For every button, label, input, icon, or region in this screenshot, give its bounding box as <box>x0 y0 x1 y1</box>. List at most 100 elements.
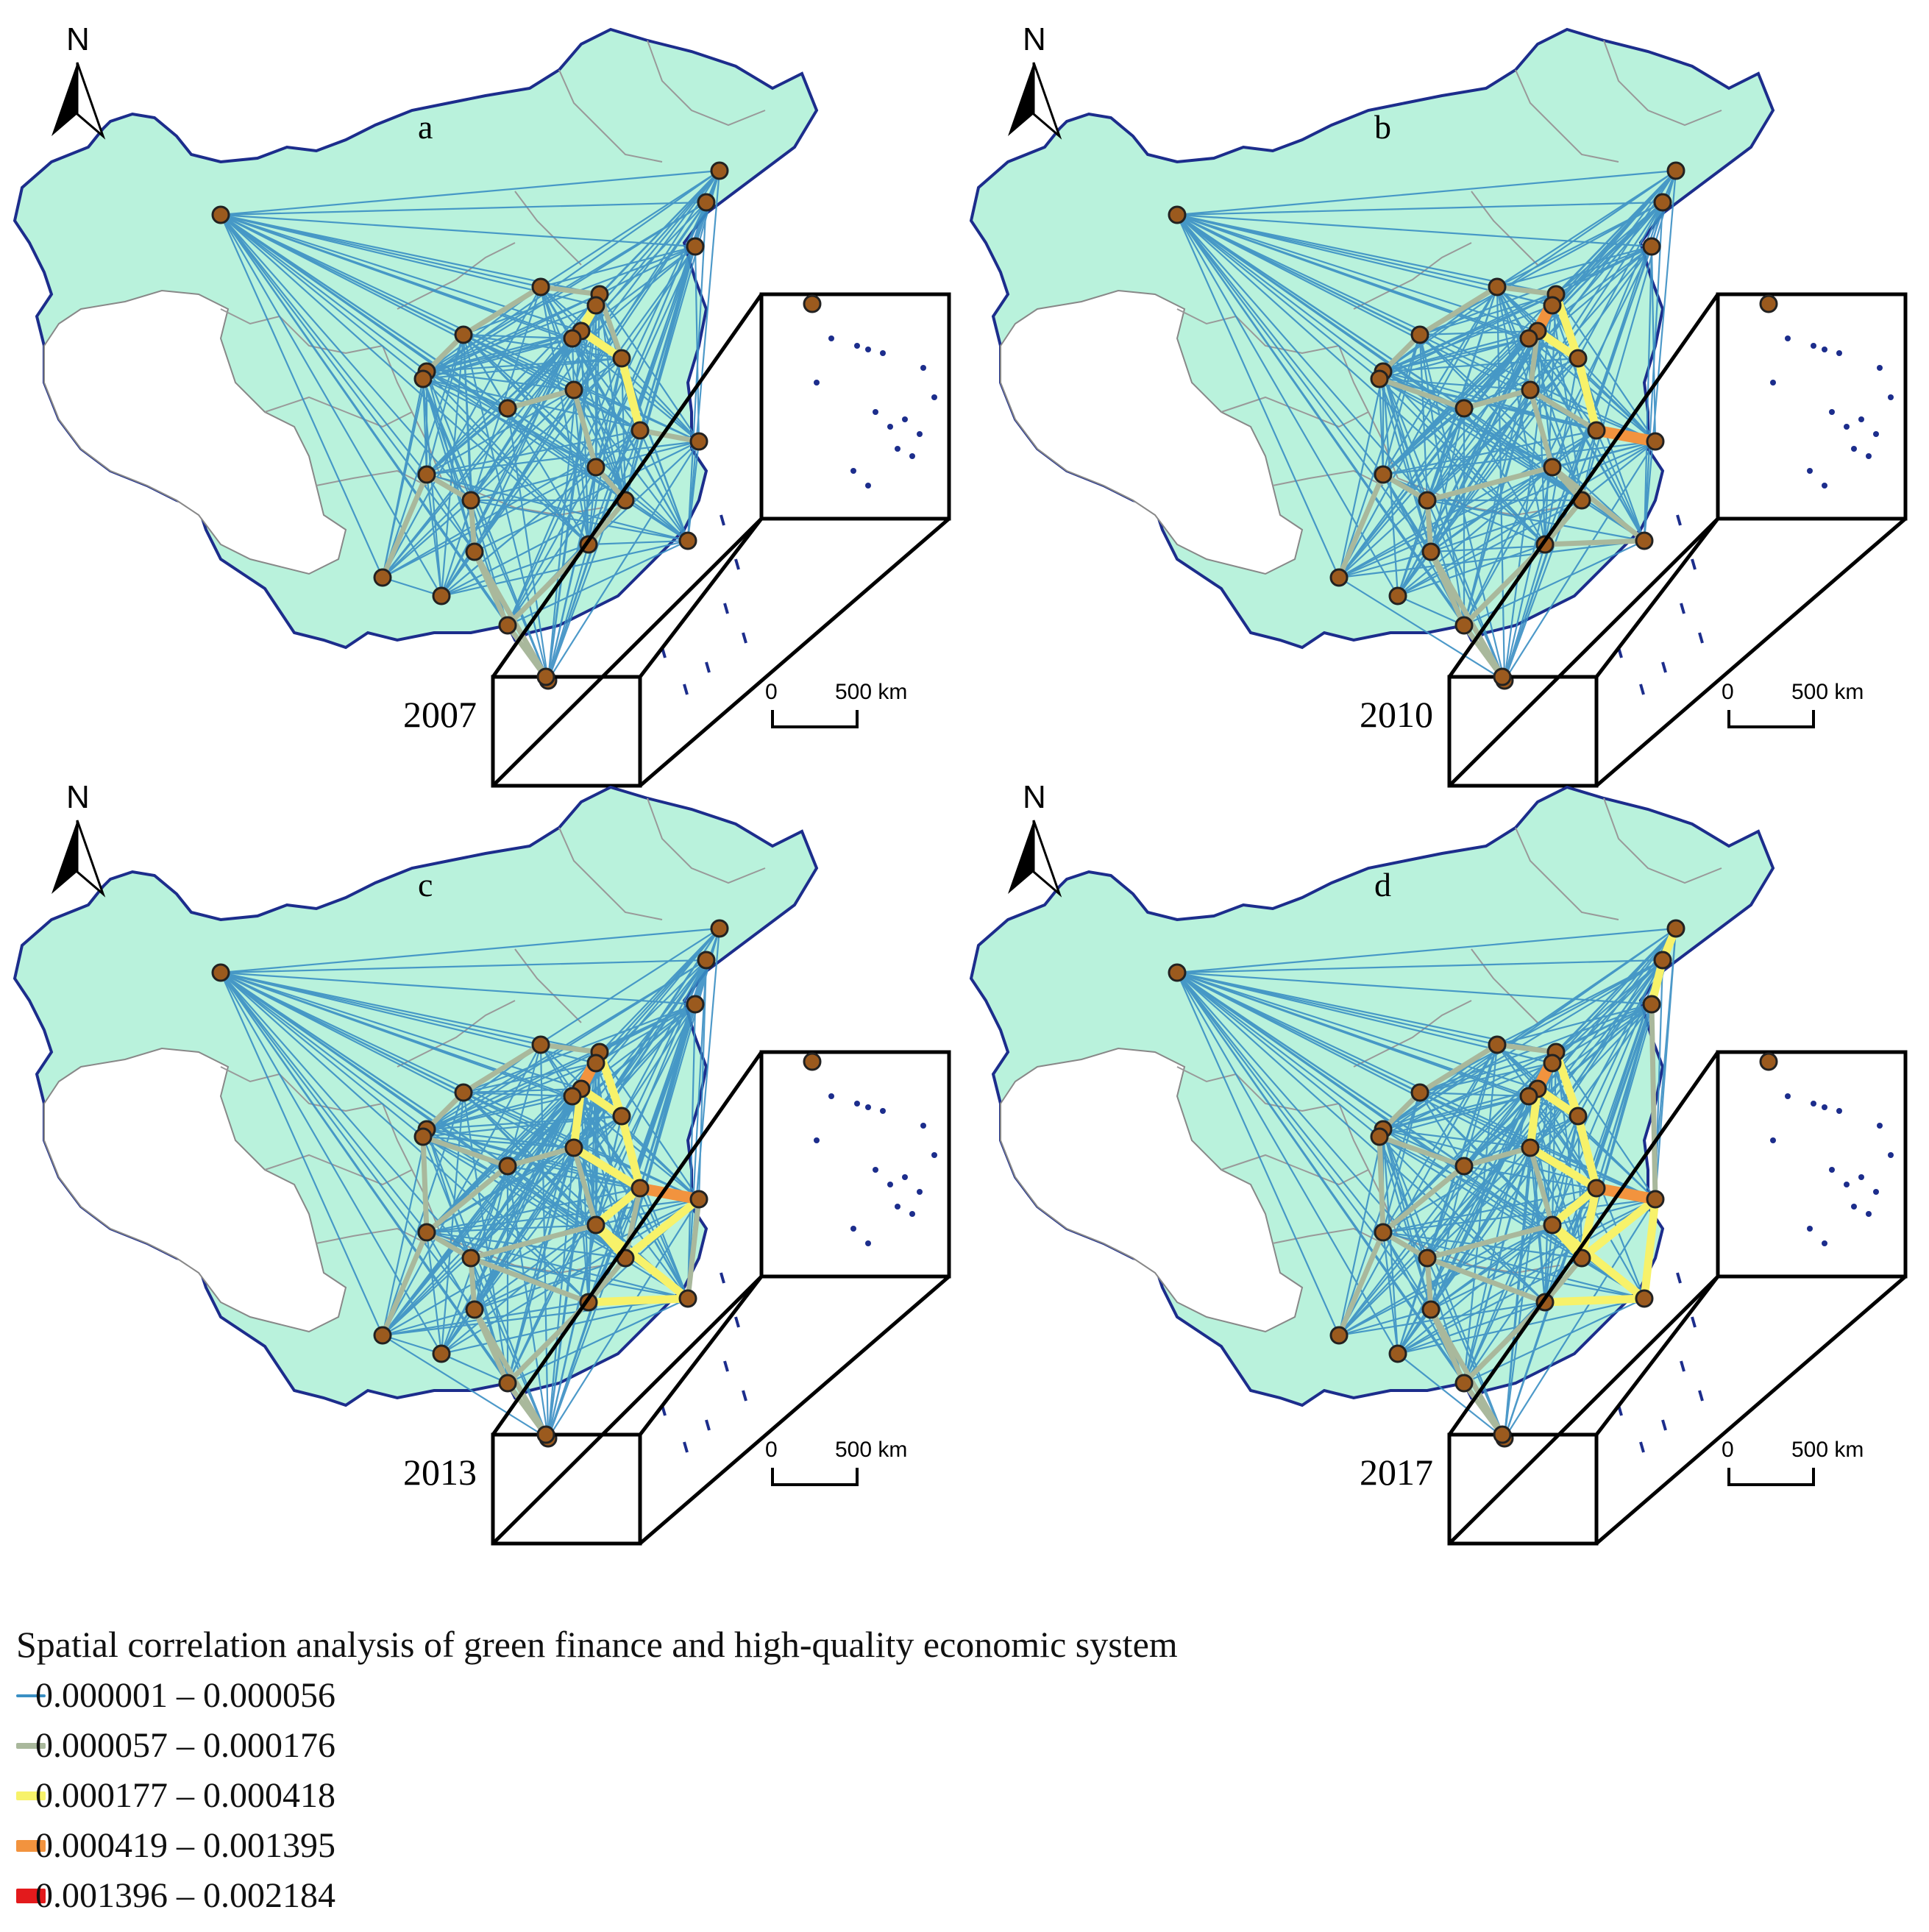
inset-islands <box>1770 1093 1894 1246</box>
inset-source-box <box>1447 675 1599 788</box>
province-node <box>1329 1326 1349 1345</box>
legend-label: 0.000177 – 0.000418 <box>35 1776 335 1815</box>
province-boundary <box>264 396 413 428</box>
network-link-class-1 <box>1382 304 1553 373</box>
inset-perspective-line <box>1595 1275 1719 1436</box>
island-mark <box>683 1441 689 1453</box>
scale-bar: 0 500 km <box>1722 1438 1864 1486</box>
inset-source-box <box>491 1432 642 1546</box>
network-link-class-1 <box>441 543 589 597</box>
network-link-class-4 <box>1591 425 1661 447</box>
island-dot <box>814 380 820 386</box>
province-node <box>1642 995 1661 1014</box>
map-panel-a: Na 2007 0 500 km <box>13 21 951 788</box>
island-dot <box>873 409 878 415</box>
province-node <box>498 616 517 635</box>
network-link-class-1 <box>1430 430 1597 553</box>
province-boundary <box>1515 827 1619 920</box>
scale-bar-distance: 500 km <box>1791 1438 1864 1462</box>
network-link-class-1 <box>547 1198 700 1439</box>
network-link-class-1 <box>426 429 641 476</box>
map-panel-b: Nb 2010 0 500 km <box>969 21 1908 788</box>
province-boundary <box>514 948 582 1023</box>
network-link-class-3 <box>621 1195 703 1262</box>
network-link-class-1 <box>382 389 575 578</box>
province-node <box>1543 458 1562 477</box>
network-link-class-1 <box>1537 1088 1656 1200</box>
network-link-class-1 <box>1426 1257 1506 1439</box>
network-link-class-1 <box>220 214 427 372</box>
network-link-class-1 <box>572 1095 641 1189</box>
network-link-class-1 <box>1580 170 1677 501</box>
network-link-class-1 <box>426 928 720 1233</box>
network-link-class-1 <box>506 358 623 626</box>
province-node <box>498 1157 517 1176</box>
network-link-class-1 <box>1176 927 1677 974</box>
north-arrow-left-half <box>51 63 77 136</box>
network-link-class-1 <box>1430 499 1582 553</box>
network-link-class-1 <box>1379 1136 1645 1299</box>
island-mark <box>1639 683 1645 695</box>
network-link-class-1 <box>382 1088 582 1336</box>
network-link-class-1 <box>1397 466 1553 597</box>
legend: Spatial correlation analysis of green fi… <box>16 1622 1488 1921</box>
province-node <box>211 205 230 224</box>
network-link-class-2 <box>420 1134 430 1235</box>
network-link-class-1 <box>1338 1187 1597 1336</box>
network-link-class-1 <box>426 304 597 373</box>
network-link-class-1 <box>1176 214 1428 501</box>
network-link-class-3 <box>1541 1294 1649 1307</box>
network-link-class-1 <box>441 466 597 597</box>
province-node <box>710 919 729 938</box>
network-link-class-1 <box>580 330 700 442</box>
network-link-class-1 <box>1176 972 1531 1148</box>
network-link-class-1 <box>1176 214 1380 380</box>
island-dot <box>1785 335 1791 341</box>
tibet-no-data-area <box>1000 289 1304 575</box>
island-dot <box>854 343 860 349</box>
network-link-class-2 <box>505 1145 577 1169</box>
network-link-class-4 <box>634 1182 705 1205</box>
map-panel-c: Nc 2013 0 500 km <box>13 779 951 1546</box>
island-dot <box>909 453 915 459</box>
network-link-class-1 <box>1577 358 1656 442</box>
island-dot <box>1858 1174 1864 1180</box>
legend-title: Spatial correlation analysis of green fi… <box>16 1624 1178 1665</box>
island-dot <box>1877 1123 1883 1129</box>
network-link-class-1 <box>220 971 573 1098</box>
island-mark <box>1676 1272 1682 1284</box>
network-link-class-1 <box>220 971 696 1006</box>
network-link-class-1 <box>1176 213 1498 288</box>
network-link-class-1 <box>697 959 708 1200</box>
panel-year-label: 2010 <box>1360 694 1433 735</box>
province-node <box>1653 951 1672 970</box>
panel-letter: a <box>418 108 433 146</box>
network-link-class-1 <box>686 441 700 541</box>
scale-bar-distance: 500 km <box>835 1438 907 1462</box>
network-link-class-1 <box>220 972 427 1233</box>
island-mark <box>720 514 725 526</box>
inset-perspective-line <box>491 1275 763 1545</box>
network-link-class-1 <box>1430 466 1553 553</box>
network-link-class-1 <box>625 500 689 541</box>
network-link-class-1 <box>1378 378 1432 553</box>
network-link-class-1 <box>1463 466 1553 626</box>
panel-year-label: 2013 <box>403 1452 477 1493</box>
network-link-class-1 <box>686 959 708 1299</box>
province-node <box>1521 1138 1540 1157</box>
network-link-class-2 <box>1542 1255 1585 1305</box>
province-node <box>413 1127 433 1146</box>
province-node <box>1569 349 1588 368</box>
province-node <box>1587 1179 1606 1198</box>
island-dot <box>865 1104 871 1110</box>
network-link-class-1 <box>1378 378 1385 475</box>
province-node <box>1418 491 1437 510</box>
network-link-class-2 <box>1376 1134 1386 1235</box>
network-link-class-1 <box>1463 1095 1530 1167</box>
network-link-class-1 <box>1176 972 1380 1137</box>
network-link-class-1 <box>506 408 550 681</box>
network-link-class-1 <box>1504 441 1656 681</box>
network-link-class-1 <box>1504 1198 1656 1439</box>
network-link-class-1 <box>1382 1187 1597 1234</box>
province-node <box>1635 1289 1654 1308</box>
